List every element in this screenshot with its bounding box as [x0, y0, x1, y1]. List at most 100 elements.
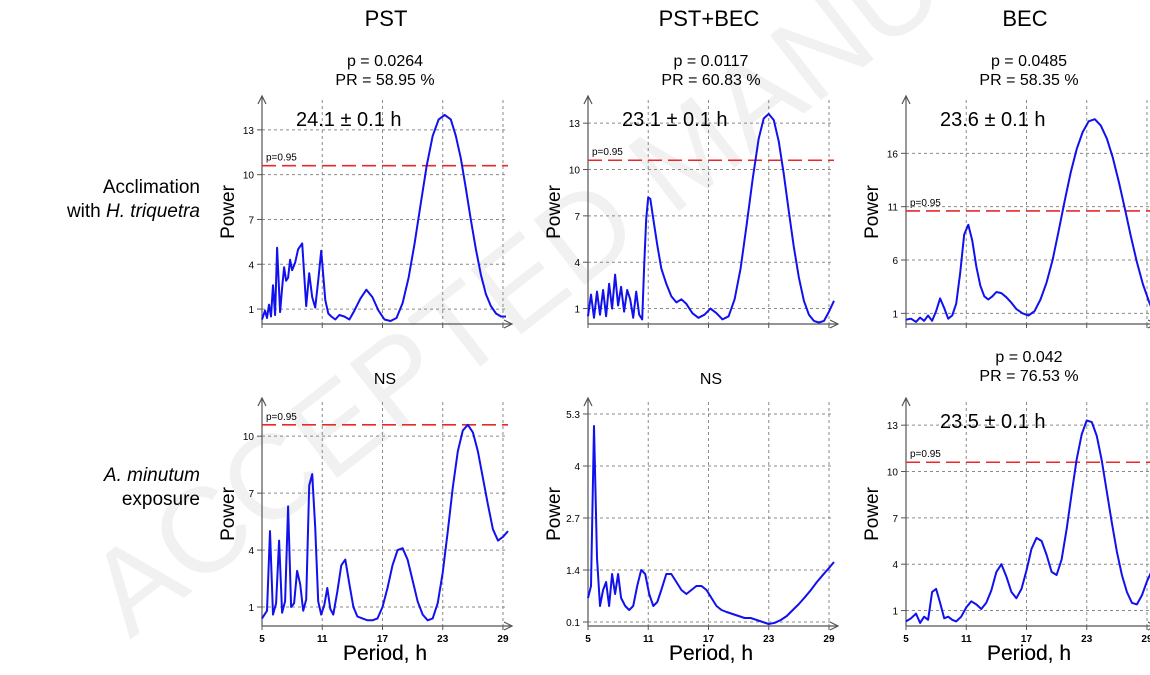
- x-tick-label: 11: [961, 634, 972, 644]
- periodogram-chart: 1 4 7 10 13 Power p=0.95 24.1 ± 0.1 h: [218, 94, 514, 329]
- p-value-label: p = 0.0485: [990, 53, 1068, 70]
- pr-value-label: PR = 76.53 %: [979, 368, 1079, 385]
- x-tick-label: 29: [497, 634, 509, 644]
- p-value-label: p = 0.0264: [346, 53, 424, 70]
- x-axis-arrow: [829, 319, 840, 329]
- y-tick-label: 7: [892, 514, 898, 525]
- x-axis-label: Period, h: [342, 642, 428, 665]
- grid: [906, 402, 1150, 626]
- x-tick-label: 29: [1141, 634, 1150, 644]
- periodogram-chart: 1 4 7 10 13 Power p=0.95 23.1 ± 0.1 h: [544, 94, 840, 329]
- y-tick-label: 1: [248, 603, 254, 614]
- y-tick-label: 1.4: [566, 566, 580, 577]
- period-annotation: 23.6 ± 0.1 h: [940, 109, 1046, 131]
- y-tick-label: 7: [248, 215, 254, 226]
- x-tick-label: 17: [377, 634, 389, 644]
- pr-value-label: PR = 58.95 %: [335, 72, 435, 89]
- periodogram-chart: 0.1 1.4 2.7 4 5.3 5 11 17 23 29 Power: [544, 396, 840, 644]
- x-tick-label: 17: [1021, 634, 1033, 644]
- y-axis-arrow: [901, 396, 911, 407]
- x-tick-label: 23: [1081, 634, 1093, 644]
- y-tick-label: 11: [888, 203, 899, 214]
- p-value-label: p = 0.0117: [673, 53, 749, 70]
- y-tick-label: 4: [248, 546, 254, 557]
- y-tick-label: 1: [574, 305, 580, 316]
- grid: [588, 402, 834, 626]
- pr-value-label: PR = 58.35 %: [979, 72, 1079, 89]
- x-axis-label: Period, h: [986, 642, 1072, 665]
- x-tick-label: 29: [823, 634, 835, 644]
- power-series-line: [905, 419, 1150, 624]
- y-tick-label: 13: [569, 119, 581, 130]
- column-title-pst-bec: PST+BEC: [658, 6, 760, 31]
- y-axis-arrow: [257, 94, 267, 105]
- panel-stats: p = 0.0117 PR = 60.83 %: [611, 52, 811, 90]
- period-annotation: 24.1 ± 0.1 h: [296, 109, 402, 131]
- y-tick-label: 10: [887, 468, 899, 479]
- column-title-pst: PST: [364, 6, 408, 31]
- row-label-acclimation: Acclimation with H. triquetra: [0, 176, 200, 224]
- y-axis-label: Power: [544, 184, 565, 239]
- period-annotation: 23.1 ± 0.1 h: [622, 109, 728, 131]
- y-tick-label: 6: [892, 256, 898, 267]
- row-label-line1: A. minutum: [103, 465, 200, 486]
- significance-label: p=0.95: [266, 412, 297, 423]
- significance-label: p=0.95: [910, 449, 941, 460]
- x-axis-label: Period, h: [668, 642, 754, 665]
- y-axis-arrow: [583, 396, 593, 407]
- row-label-exposure: A. minutum exposure: [0, 464, 200, 512]
- power-series-line: [261, 113, 506, 322]
- y-tick-label: 4: [574, 258, 580, 269]
- y-tick-label: 10: [569, 166, 581, 177]
- significance-label: p=0.95: [592, 147, 623, 158]
- power-series-line: [587, 112, 835, 324]
- y-tick-label: 7: [574, 212, 580, 223]
- x-axis-arrow: [829, 621, 840, 631]
- p-value-label: NS: [699, 371, 723, 388]
- y-axis-label: Power: [218, 486, 239, 541]
- significance-label: p=0.95: [266, 153, 297, 164]
- x-axis-arrow: [503, 621, 514, 631]
- y-tick-label: 4: [574, 462, 580, 473]
- x-tick-label: 5: [585, 634, 591, 644]
- x-axis-arrow: [503, 319, 514, 329]
- x-tick-label: 11: [643, 634, 654, 644]
- grid: [588, 100, 834, 324]
- y-axis-arrow: [257, 396, 267, 407]
- y-tick-label: 1: [248, 305, 254, 316]
- y-tick-label: 4: [248, 260, 254, 271]
- x-tick-label: 5: [259, 634, 265, 644]
- panel-stats: p = 0.042 PR = 76.53 %: [929, 348, 1129, 386]
- x-axis-label: Period, h: [342, 642, 428, 665]
- x-tick-label: 5: [903, 634, 909, 644]
- panel-stats: NS: [611, 370, 811, 389]
- significance-label: p=0.95: [910, 198, 941, 209]
- y-tick-label: 7: [248, 489, 254, 500]
- y-tick-label: 16: [887, 149, 899, 160]
- y-tick-label: 2.7: [566, 514, 580, 525]
- x-tick-label: 23: [437, 634, 449, 644]
- y-axis-label: Power: [544, 486, 565, 541]
- power-series-line: [905, 118, 1150, 323]
- y-axis-arrow: [901, 94, 911, 105]
- panel-stats: p = 0.0485 PR = 58.35 %: [929, 52, 1129, 90]
- column-title-bec: BEC: [1002, 6, 1048, 31]
- power-series-line: [261, 423, 509, 622]
- grid: [906, 100, 1150, 324]
- y-tick-label: 0.1: [566, 618, 580, 629]
- grid: [262, 100, 508, 324]
- y-tick-label: 13: [887, 421, 899, 432]
- power-series-line: [587, 425, 835, 625]
- periodogram-chart: 1 4 7 10 5 11 17 23 29 Power p=0.95: [218, 396, 514, 644]
- y-tick-label: 5.3: [566, 410, 580, 421]
- x-axis-label: Period, h: [668, 642, 754, 665]
- x-tick-label: 23: [763, 634, 775, 644]
- y-axis-arrow: [583, 94, 593, 105]
- p-value-label: NS: [373, 371, 397, 388]
- pr-value-label: PR = 60.83 %: [661, 72, 761, 89]
- period-annotation: 23.5 ± 0.1 h: [940, 411, 1046, 433]
- periodogram-chart: 1 4 7 10 13 5 11 17 23 29 Power p=0.95 23.5 ± 0.1 h: [862, 396, 1150, 644]
- y-tick-label: 10: [243, 171, 255, 182]
- row-label-line1: Acclimation: [102, 177, 200, 198]
